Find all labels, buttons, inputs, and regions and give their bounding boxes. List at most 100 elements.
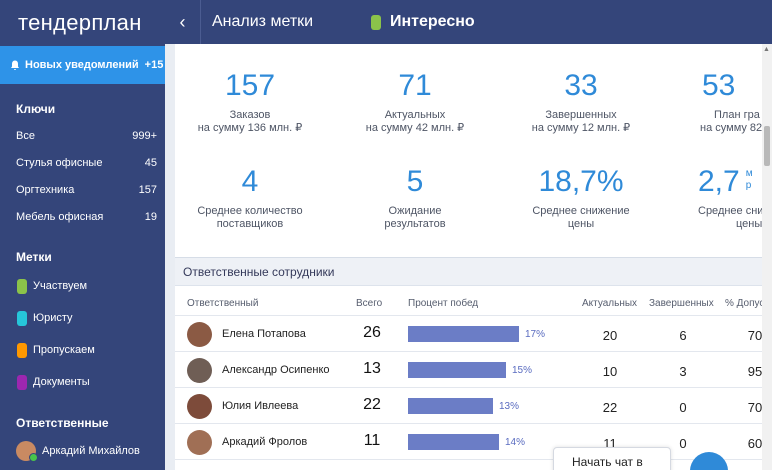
col-header-active[interactable]: Актуальных <box>582 298 638 309</box>
sidebar-tag-label: Пропускаем <box>33 344 95 356</box>
staff-name: Александр Осипенко <box>222 364 330 376</box>
sidebar-key-count: 19 <box>144 210 157 223</box>
stat-price-drop-2: 2,7 м р Среднее сни цены <box>672 165 764 231</box>
win-pct-label: 15% <box>512 365 533 376</box>
table-row[interactable]: Александр Осипенко 13 15% 10 3 95 <box>175 352 772 388</box>
logo[interactable]: тендерплан <box>18 10 142 35</box>
page-title: Анализ метки <box>212 13 314 30</box>
sidebar: тендерплан Новых уведомлений +15 Ключи В… <box>0 0 165 470</box>
stat-label-1: Заказов <box>229 109 271 121</box>
stat-label-1: План гра <box>714 109 760 121</box>
staff-admitted: 70 <box>747 328 763 343</box>
win-pct-bar <box>408 326 519 342</box>
chat-bubble-icon[interactable] <box>690 452 728 470</box>
label-color-dot <box>371 14 381 30</box>
stat-value-row: 2,7 м р <box>698 165 764 199</box>
win-pct-label: 14% <box>505 437 526 448</box>
col-header-completed[interactable]: Завершенных <box>649 298 714 309</box>
stat-label-2: результатов <box>384 218 446 230</box>
sidebar-tag-participate[interactable]: Участвуем <box>0 270 165 302</box>
col-header-name[interactable]: Ответственный <box>187 298 259 309</box>
col-header-win-pct[interactable]: Процент побед <box>408 298 479 309</box>
stat-label-2: цены <box>567 218 595 230</box>
staff-total: 22 <box>363 396 381 413</box>
staff-completed: 3 <box>679 364 687 379</box>
responsible-section-title: Ответственные <box>16 416 109 430</box>
staff-admitted: 95 <box>747 364 763 379</box>
sidebar-key-label: Стулья офисные <box>16 156 103 169</box>
staff-active: 22 <box>602 400 618 415</box>
avatar <box>187 322 212 347</box>
win-pct-label: 17% <box>525 329 546 340</box>
stat-label-2: поставщиков <box>216 218 284 230</box>
scroll-up-icon[interactable]: ▲ <box>763 46 770 53</box>
win-pct-label: 13% <box>499 401 520 412</box>
label-name: Интересно <box>390 13 475 30</box>
col-header-total[interactable]: Всего <box>356 298 383 309</box>
stat-value: 4 <box>241 165 259 198</box>
staff-completed: 0 <box>679 400 687 415</box>
win-pct-bar <box>408 434 499 450</box>
table-row[interactable]: Елена Потапова 26 17% 20 6 70 <box>175 316 772 352</box>
staff-name: Елена Потапова <box>222 328 306 340</box>
stat-value: 2,7 <box>698 165 740 198</box>
stat-suppliers: 4 Среднее количество поставщиков <box>175 165 325 231</box>
stat-price-drop: 18,7% Среднее снижение цены <box>506 165 656 231</box>
staff-total: 11 <box>363 432 381 449</box>
stat-label-2: на сумму 42 млн. ₽ <box>365 122 465 134</box>
sidebar-key-furniture[interactable]: Мебель офисная 19 <box>0 203 165 230</box>
back-button[interactable]: ‹ <box>165 0 201 44</box>
tag-color-dot <box>17 374 27 390</box>
sidebar-key-all[interactable]: Все 999+ <box>0 122 165 149</box>
staff-active: 20 <box>602 328 618 343</box>
staff-panel: Ответственные сотрудники Ответственный В… <box>175 257 772 470</box>
stat-plan: 53 План гра на сумму 82 <box>672 69 764 135</box>
chevron-left-icon: ‹ <box>179 11 186 32</box>
sidebar-key-office-equipment[interactable]: Оргтехника 157 <box>0 176 165 203</box>
sidebar-user[interactable]: Аркадий Михайлов <box>0 436 165 466</box>
stat-value: 33 <box>564 69 598 102</box>
staff-completed: 6 <box>679 328 687 343</box>
tag-color-dot <box>17 278 27 294</box>
sidebar-tag-label: Документы <box>33 376 90 388</box>
stat-label-1: Актуальных <box>384 109 446 121</box>
table-row[interactable]: Аркадий Фролов 11 14% 11 0 60 <box>175 424 772 460</box>
sidebar-key-count: 157 <box>138 183 157 196</box>
notifications-label: Новых уведомлений <box>25 59 139 71</box>
stat-value: 5 <box>406 165 424 198</box>
avatar <box>187 394 212 419</box>
tag-color-dot <box>17 310 27 326</box>
stat-waiting: 5 Ожидание результатов <box>340 165 490 231</box>
staff-active: 10 <box>602 364 618 379</box>
table-row[interactable]: Юлия Ивлеева 22 13% 22 0 70 <box>175 388 772 424</box>
stat-label-1: Ожидание <box>388 205 442 217</box>
sidebar-key-count: 45 <box>144 156 157 169</box>
staff-total: 26 <box>363 324 381 341</box>
chat-button[interactable]: Начать чат в <box>553 447 671 470</box>
avatar <box>187 358 212 383</box>
scrollbar-thumb[interactable] <box>764 126 770 166</box>
sidebar-tag-label: Участвуем <box>33 280 88 292</box>
stat-label-1: Среднее количество <box>197 205 303 217</box>
notifications-button[interactable]: Новых уведомлений +15 <box>0 46 165 84</box>
staff-name: Аркадий Фролов <box>222 436 308 448</box>
sidebar-key-label: Мебель офисная <box>16 210 104 223</box>
top-header: ‹ Анализ метки Интересно <box>165 0 772 44</box>
notifications-count: +15 <box>144 59 164 71</box>
sidebar-tag-documents[interactable]: Документы <box>0 366 165 398</box>
avatar <box>16 441 38 462</box>
staff-completed: 0 <box>679 436 687 451</box>
sidebar-tag-lawyer[interactable]: Юристу <box>0 302 165 334</box>
scrollbar[interactable]: ▲ <box>762 44 772 470</box>
stat-value: 71 <box>398 69 432 102</box>
col-header-admitted[interactable]: % Допус <box>725 298 765 309</box>
bell-icon <box>11 60 19 70</box>
tag-color-dot <box>17 342 27 358</box>
stat-label-2: на сумму 12 млн. ₽ <box>531 122 631 134</box>
staff-admitted: 60 <box>747 436 763 451</box>
keys-section-title: Ключи <box>16 102 56 116</box>
sidebar-tag-skip[interactable]: Пропускаем <box>0 334 165 366</box>
tags-section-title: Метки <box>16 250 52 264</box>
sidebar-key-chairs[interactable]: Стулья офисные 45 <box>0 149 165 176</box>
